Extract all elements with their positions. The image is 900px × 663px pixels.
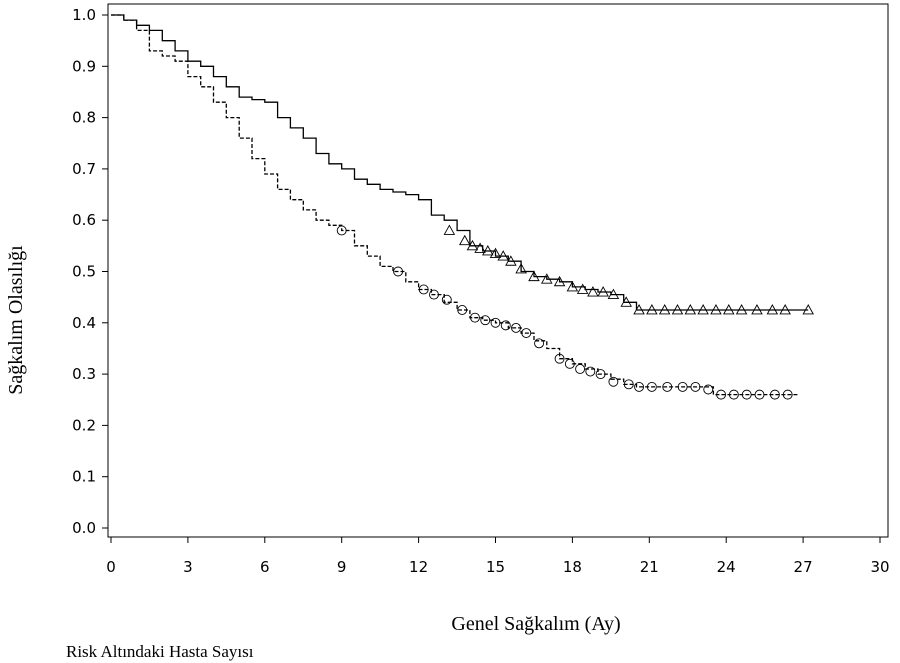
- censor-marker-triangle: [751, 304, 763, 315]
- x-tick-label: 21: [640, 558, 659, 576]
- censor-marker-circle: [480, 315, 491, 326]
- censor-marker-triangle: [458, 234, 471, 246]
- censor-markers: [336, 224, 814, 400]
- censor-marker-circle: [521, 328, 532, 339]
- x-axis-title: Genel Sağkalım (Ay): [451, 613, 620, 635]
- y-tick-label: 1.0: [72, 6, 96, 24]
- censor-marker-triangle: [735, 304, 748, 315]
- censor-marker-circle: [662, 381, 673, 392]
- censor-marker-triangle: [466, 239, 479, 251]
- x-tick-label: 6: [260, 558, 270, 576]
- censor-marker-triangle: [505, 255, 517, 266]
- censor-marker-triangle: [697, 304, 709, 315]
- x-tick-label: 12: [409, 558, 428, 576]
- censor-marker-triangle: [515, 263, 527, 274]
- censor-marker-triangle: [766, 304, 779, 315]
- censor-marker-triangle: [722, 304, 735, 315]
- y-tick-label: 0.4: [72, 314, 96, 332]
- censor-marker-circle: [393, 266, 404, 277]
- censor-marker-circle: [470, 312, 480, 323]
- censor-marker-circle: [490, 317, 501, 328]
- x-tick-label: 27: [794, 558, 813, 576]
- censor-marker-circle: [457, 305, 468, 315]
- y-tick-label: 0.1: [72, 468, 96, 486]
- axes: 0 3 6 9 12 15 18 21 24 27 30 0.0 0.1 0.2 0.3 0.4 0.5 0.6 0…: [72, 6, 889, 576]
- y-tick-label: 0.0: [72, 519, 96, 537]
- censor-marker-triangle: [671, 304, 684, 315]
- censor-marker-triangle: [607, 288, 620, 300]
- censor-marker-circle: [575, 364, 586, 374]
- censor-marker-triangle: [553, 275, 566, 287]
- censor-marker-circle: [782, 389, 793, 400]
- censor-marker-circle: [429, 289, 439, 300]
- y-tick-label: 0.3: [72, 365, 96, 383]
- censor-marker-circle: [511, 322, 521, 333]
- censor-marker-triangle: [684, 304, 697, 315]
- censor-marker-triangle: [497, 250, 509, 261]
- y-tick-label: 0.6: [72, 211, 96, 229]
- y-tick-label: 0.2: [72, 416, 96, 434]
- x-tick-label: 0: [106, 558, 116, 576]
- y-tick-label: 0.5: [72, 263, 96, 281]
- censor-marker-circle: [500, 320, 511, 331]
- censor-marker-triangle: [620, 296, 632, 307]
- censor-marker-circle: [336, 225, 347, 236]
- censor-marker-circle: [564, 358, 575, 369]
- x-tick-label: 15: [486, 558, 505, 576]
- y-axis-title: Sağkalım Olasılığı: [5, 245, 27, 395]
- censor-marker-triangle: [658, 304, 671, 315]
- censor-marker-circle: [677, 381, 688, 392]
- censor-marker-circle: [741, 389, 752, 400]
- censor-marker-triangle: [646, 304, 658, 315]
- censor-marker-circle: [703, 384, 714, 395]
- censor-marker-circle: [585, 366, 596, 377]
- x-tick-label: 24: [717, 558, 736, 576]
- censor-marker-circle: [646, 381, 657, 392]
- censor-marker-triangle: [482, 245, 494, 256]
- censor-marker-circle: [623, 379, 634, 390]
- censor-marker-circle: [608, 376, 619, 387]
- censor-marker-circle: [728, 389, 739, 400]
- censor-marker-circle: [754, 389, 765, 400]
- censor-marker-circle: [534, 338, 545, 349]
- censor-marker-circle: [634, 381, 644, 392]
- censor-marker-triangle: [587, 286, 599, 297]
- censor-marker-triangle: [541, 273, 553, 284]
- x-tick-label: 3: [183, 558, 193, 576]
- y-tick-label: 0.7: [72, 160, 96, 178]
- censor-marker-circle: [716, 389, 727, 400]
- y-tick-label: 0.9: [72, 57, 96, 75]
- censor-marker-triangle: [489, 247, 502, 258]
- survival-curves: [111, 14, 809, 396]
- censor-marker-triangle: [443, 224, 456, 235]
- censor-marker-triangle: [779, 304, 791, 315]
- censor-marker-triangle: [576, 283, 589, 294]
- y-tick-label: 0.8: [72, 109, 96, 127]
- x-tick-label: 30: [870, 558, 889, 576]
- survival-curve-1: [111, 14, 809, 311]
- censor-marker-triangle: [528, 270, 540, 282]
- censor-marker-circle: [418, 284, 429, 295]
- censor-marker-triangle: [802, 304, 814, 315]
- censor-marker-circle: [769, 389, 780, 400]
- x-tick-label: 9: [337, 558, 347, 576]
- censor-marker-triangle: [710, 304, 722, 315]
- censor-marker-circle: [690, 381, 701, 392]
- censor-marker-circle: [595, 369, 606, 380]
- x-tick-label: 18: [563, 558, 582, 576]
- censor-marker-circle: [441, 294, 452, 305]
- censor-marker-triangle: [633, 304, 645, 315]
- risk-table-title: Risk Altındaki Hasta Sayısı: [66, 642, 254, 661]
- plot-frame: [107, 3, 889, 538]
- survival-curve-2: [111, 14, 798, 396]
- censor-marker-triangle: [474, 242, 486, 253]
- censor-marker-triangle: [566, 280, 579, 292]
- censor-marker-circle: [554, 353, 565, 364]
- censor-marker-triangle: [597, 286, 609, 297]
